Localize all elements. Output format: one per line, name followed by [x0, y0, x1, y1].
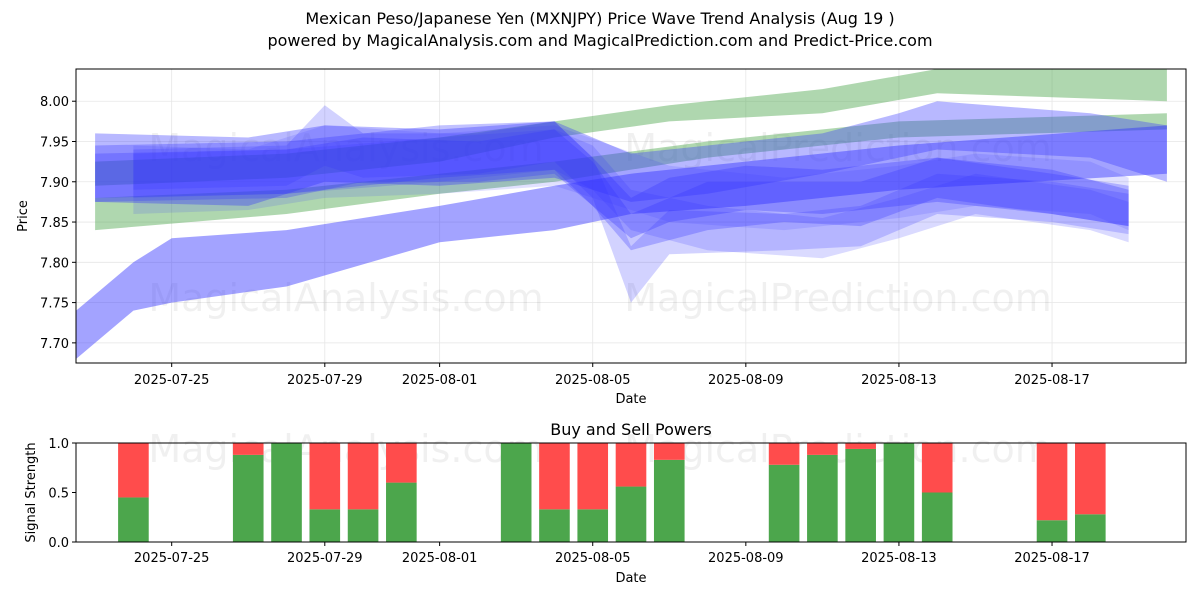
price-band-blue: [76, 125, 1167, 359]
watermark-text: MagicalPrediction.com: [624, 427, 1052, 471]
watermark-text: MagicalAnalysis.com: [148, 126, 543, 170]
sell-bar: [845, 443, 876, 449]
bottom-y-axis: 0.0 0.5 1.0: [48, 437, 76, 551]
buy-bar: [577, 509, 609, 542]
sell-bar: [653, 443, 685, 460]
buy-bar: [309, 509, 341, 542]
y-tick-label: 8.00: [40, 95, 69, 110]
buy-bar: [386, 482, 417, 542]
sell-bar: [577, 443, 609, 510]
price-band-green: [95, 113, 1167, 231]
sell-bar: [921, 443, 953, 493]
watermark-text: MagicalPrediction.com: [624, 126, 1052, 170]
x-tick-label: 2025-07-29: [287, 551, 363, 566]
x-tick-label: 2025-07-25: [134, 551, 210, 566]
buy-bar: [921, 492, 953, 542]
band-layer: [76, 69, 1167, 359]
x-tick-label: 2025-07-25: [134, 373, 210, 388]
price-band-green: [95, 69, 1167, 186]
watermark-text: MagicalAnalysis.com: [148, 427, 543, 471]
sell-bar: [807, 443, 838, 455]
watermark: MagicalAnalysis.com MagicalPrediction.com…: [148, 126, 1051, 320]
watermark-text: MagicalAnalysis.com: [148, 276, 543, 320]
bottom-x-axis: 2025-07-25 2025-07-29 2025-08-01 2025-08-05…: [134, 542, 1090, 566]
buy-bar: [883, 443, 915, 542]
sell-bar: [118, 443, 149, 498]
y-tick-label: 7.90: [40, 176, 69, 191]
price-band-blue: [95, 101, 1167, 206]
x-tick-label: 2025-08-09: [708, 551, 784, 566]
sell-bar: [1075, 443, 1106, 515]
x-tick-label: 2025-08-13: [861, 373, 937, 388]
sell-bar: [386, 443, 417, 483]
y-tick-label: 0.0: [48, 536, 69, 551]
x-tick-label: 2025-08-01: [402, 551, 478, 566]
y-tick-label: 7.80: [40, 256, 69, 271]
top-x-axis: 2025-07-25 2025-07-29 2025-08-01 2025-08-05…: [134, 363, 1090, 388]
x-axis-label: Date: [615, 392, 646, 407]
y-axis-label: Price: [16, 200, 31, 232]
price-band-blue: [95, 121, 1129, 239]
buy-bar: [807, 454, 838, 542]
x-axis-label: Date: [615, 571, 646, 586]
buy-bar: [768, 464, 800, 542]
y-tick-label: 1.0: [48, 437, 69, 452]
chart-title: Mexican Peso/Japanese Yen (MXNJPY) Price…: [305, 9, 895, 28]
sell-bar: [539, 443, 570, 510]
price-band-blue: [133, 129, 1129, 259]
buy-bar: [1036, 520, 1068, 542]
buy-bar: [615, 486, 647, 542]
y-tick-label: 7.95: [40, 135, 69, 150]
sell-bar: [1036, 443, 1068, 521]
sell-bar: [309, 443, 341, 510]
buy-bar: [500, 443, 532, 542]
buy-bar: [539, 509, 570, 542]
price-band-blue: [95, 129, 1129, 251]
buy-bar: [653, 459, 685, 542]
x-tick-label: 2025-08-13: [861, 551, 937, 566]
x-tick-label: 2025-08-17: [1014, 373, 1090, 388]
y-axis-label: Signal Strength: [24, 442, 39, 542]
top-y-axis: 7.70 7.75 7.80 7.85 7.90 7.95 8.00: [40, 95, 76, 352]
top-grid: [76, 69, 1186, 363]
chart-subtitle: powered by MagicalAnalysis.com and Magic…: [267, 31, 933, 50]
y-tick-label: 7.85: [40, 216, 69, 231]
watermark: MagicalAnalysis.com MagicalPrediction.com: [148, 427, 1051, 471]
buy-bar: [1075, 514, 1106, 542]
x-tick-label: 2025-08-05: [555, 373, 631, 388]
x-tick-label: 2025-08-17: [1014, 551, 1090, 566]
sell-bar: [768, 443, 800, 465]
x-tick-label: 2025-08-05: [555, 551, 631, 566]
buy-bar: [118, 497, 149, 542]
x-tick-label: 2025-07-29: [287, 373, 363, 388]
buy-bar: [271, 443, 302, 542]
sell-bar: [615, 443, 647, 487]
y-tick-label: 0.5: [48, 487, 69, 502]
y-tick-label: 7.70: [40, 337, 69, 352]
watermark-text: MagicalPrediction.com: [624, 276, 1052, 320]
buy-bar: [845, 448, 876, 542]
price-band-blue: [133, 125, 1129, 231]
bottom-chart-title: Buy and Sell Powers: [550, 420, 712, 439]
y-tick-label: 7.75: [40, 297, 69, 312]
top-plot-frame: [75, 68, 1187, 364]
x-tick-label: 2025-08-01: [402, 373, 478, 388]
buy-bar: [232, 454, 264, 542]
price-band-blue: [133, 105, 1129, 303]
sell-bar: [232, 443, 264, 455]
sell-bar: [347, 443, 379, 510]
x-tick-label: 2025-08-09: [708, 373, 784, 388]
bar-layer: [118, 443, 1106, 542]
buy-bar: [347, 509, 379, 542]
